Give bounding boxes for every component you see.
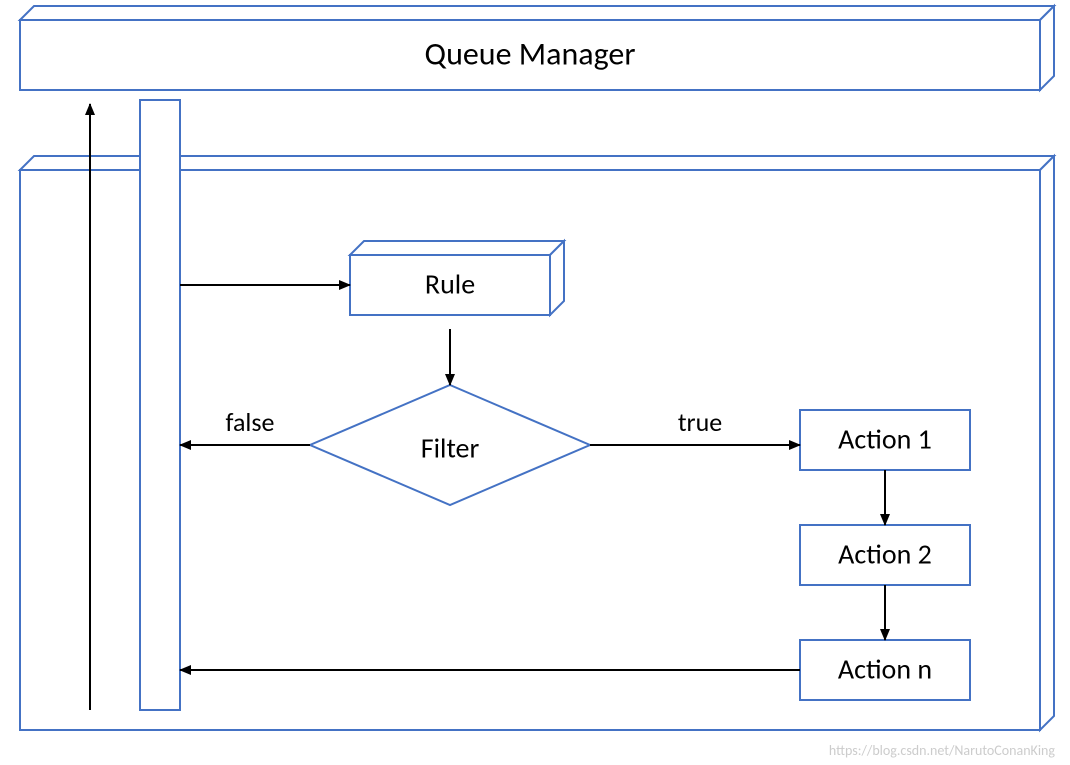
node-vbar	[140, 100, 180, 710]
node-action2-label: Action 2	[838, 537, 932, 572]
node-actionn-label: Action n	[838, 652, 932, 687]
watermark-text: https://blog.csdn.net/NarutoConanKing	[829, 742, 1056, 759]
node-action1-label: Action 1	[838, 422, 932, 457]
edge-filter-false-label: false	[226, 406, 275, 438]
node-queue_manager-label: Queue Manager	[425, 35, 636, 74]
node-rule-label: Rule	[425, 267, 475, 302]
flowchart-canvas: Queue Manager Rule Filter Action 1 Action 2 A…	[0, 0, 1070, 765]
edge-filter-true-label: true	[678, 406, 722, 438]
node-filter-label: Filter	[421, 431, 480, 466]
